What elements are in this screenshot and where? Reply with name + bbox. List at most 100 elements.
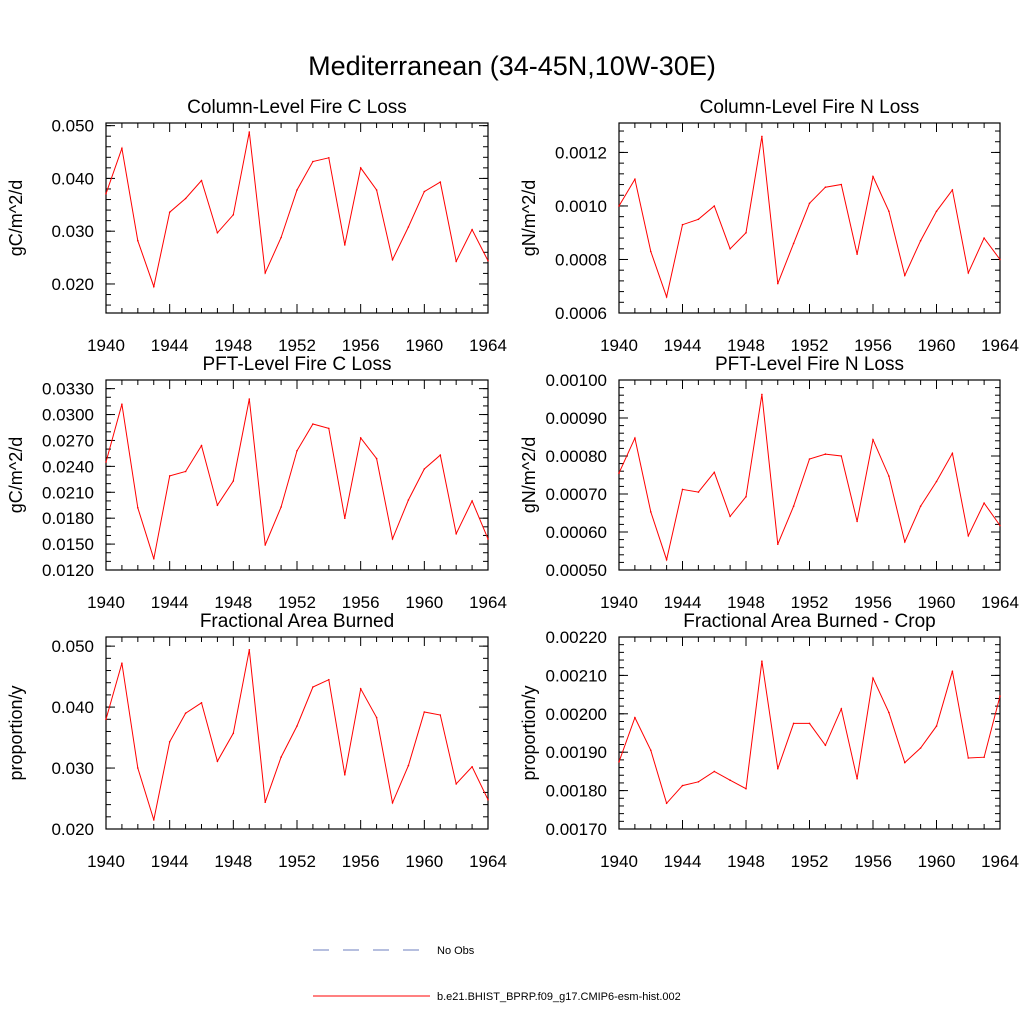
data-point [264, 801, 267, 803]
data-point [856, 777, 858, 780]
data-point [697, 218, 700, 221]
data-point [423, 711, 426, 713]
data-point [824, 744, 827, 747]
data-point [248, 131, 251, 133]
data-point [792, 722, 795, 725]
data-point [792, 242, 795, 245]
data-point [280, 236, 282, 239]
data-point [280, 756, 282, 758]
data-point [375, 189, 378, 191]
data-point [856, 520, 858, 523]
x-tick-label: 1956 [854, 852, 892, 871]
data-point [808, 722, 811, 725]
data-point [216, 504, 219, 507]
data-point [729, 515, 731, 518]
data-point [423, 468, 426, 470]
data-point [650, 749, 652, 752]
data-point [713, 205, 716, 207]
data-point [634, 716, 636, 719]
y-tick-label: 0.020 [51, 820, 94, 839]
data-point [359, 688, 362, 690]
data-point [967, 535, 970, 537]
x-tick-label: 1964 [469, 593, 507, 612]
series-line [105, 649, 489, 821]
x-tick-label: 1940 [600, 593, 638, 612]
data-point [840, 455, 843, 457]
data-point [634, 437, 636, 439]
panel-title: Fractional Area Burned - Crop [683, 611, 935, 632]
data-point [264, 544, 267, 546]
data-point [391, 258, 394, 261]
y-tick-label: 0.030 [51, 222, 94, 241]
x-tick-label: 1964 [981, 336, 1019, 355]
data-point [344, 774, 346, 776]
x-tick-label: 1960 [918, 336, 956, 355]
data-point [951, 670, 954, 672]
x-tick-label: 1944 [664, 852, 702, 871]
data-point [935, 480, 938, 483]
y-tick-label: 0.0120 [42, 561, 94, 580]
x-tick-label: 1948 [214, 852, 252, 871]
data-point [665, 558, 668, 561]
chart-panel-1: Column-Level Fire C Loss gC/m^2/d 1940 1944… [6, 97, 507, 355]
data-point [216, 760, 219, 763]
data-point [729, 248, 731, 250]
data-point [296, 450, 298, 452]
data-point [280, 506, 282, 508]
x-tick-label: 1964 [469, 336, 507, 355]
data-point [904, 761, 906, 764]
data-point [137, 767, 139, 769]
x-tick-label: 1960 [918, 852, 956, 871]
x-tick-label: 1940 [87, 593, 125, 612]
data-point [792, 505, 795, 508]
data-point [216, 232, 219, 234]
data-point [856, 253, 858, 255]
y-axis-label: proportion/y [6, 685, 26, 780]
y-tick-label: 0.0006 [555, 304, 607, 323]
data-point [634, 178, 636, 180]
y-axis-label: proportion/y [519, 685, 539, 780]
data-point [904, 274, 906, 277]
legend-label-model-run: b.e21.BHIST_BPRP.f09_g17.CMIP6-esm-hist.… [437, 991, 681, 1003]
data-point [439, 714, 442, 716]
y-tick-label: 0.0012 [555, 143, 607, 162]
data-point [121, 147, 123, 150]
y-tick-label: 0.0008 [555, 250, 607, 269]
data-point [439, 181, 442, 183]
data-point [618, 205, 620, 207]
data-point [391, 538, 394, 540]
data-point [872, 175, 874, 178]
data-point [983, 237, 985, 239]
chart-panel-6: Fractional Area Burned - Crop proportion/… [519, 611, 1019, 871]
y-axis-label: gC/m^2/d [6, 437, 26, 513]
panel-title: Fractional Area Burned [200, 611, 394, 632]
data-point [105, 718, 107, 721]
y-tick-label: 0.00070 [546, 485, 607, 504]
data-point [407, 226, 410, 228]
x-tick-label: 1948 [727, 336, 765, 355]
data-point [967, 272, 970, 274]
data-point [951, 452, 954, 455]
x-tick-label: 1956 [342, 852, 380, 871]
data-point [713, 770, 716, 773]
x-tick-label: 1960 [405, 336, 443, 355]
data-point [888, 475, 890, 477]
data-point [697, 781, 700, 783]
data-point [761, 393, 763, 396]
data-point [487, 538, 489, 540]
data-point [248, 398, 251, 400]
data-point [153, 558, 155, 560]
data-point [999, 695, 1001, 697]
data-point [121, 662, 123, 664]
data-point [121, 403, 123, 406]
data-point [919, 505, 922, 508]
data-point [824, 186, 827, 188]
chart-panel-2: Column-Level Fire N Loss gN/m^2/d 1940 1944… [519, 97, 1019, 355]
data-point [471, 500, 473, 502]
y-tick-label: 0.00100 [546, 371, 607, 390]
y-tick-label: 0.020 [51, 275, 94, 294]
x-tick-label: 1964 [981, 852, 1019, 871]
data-point [344, 244, 346, 246]
plot-frame [105, 122, 489, 314]
data-point [840, 183, 843, 186]
